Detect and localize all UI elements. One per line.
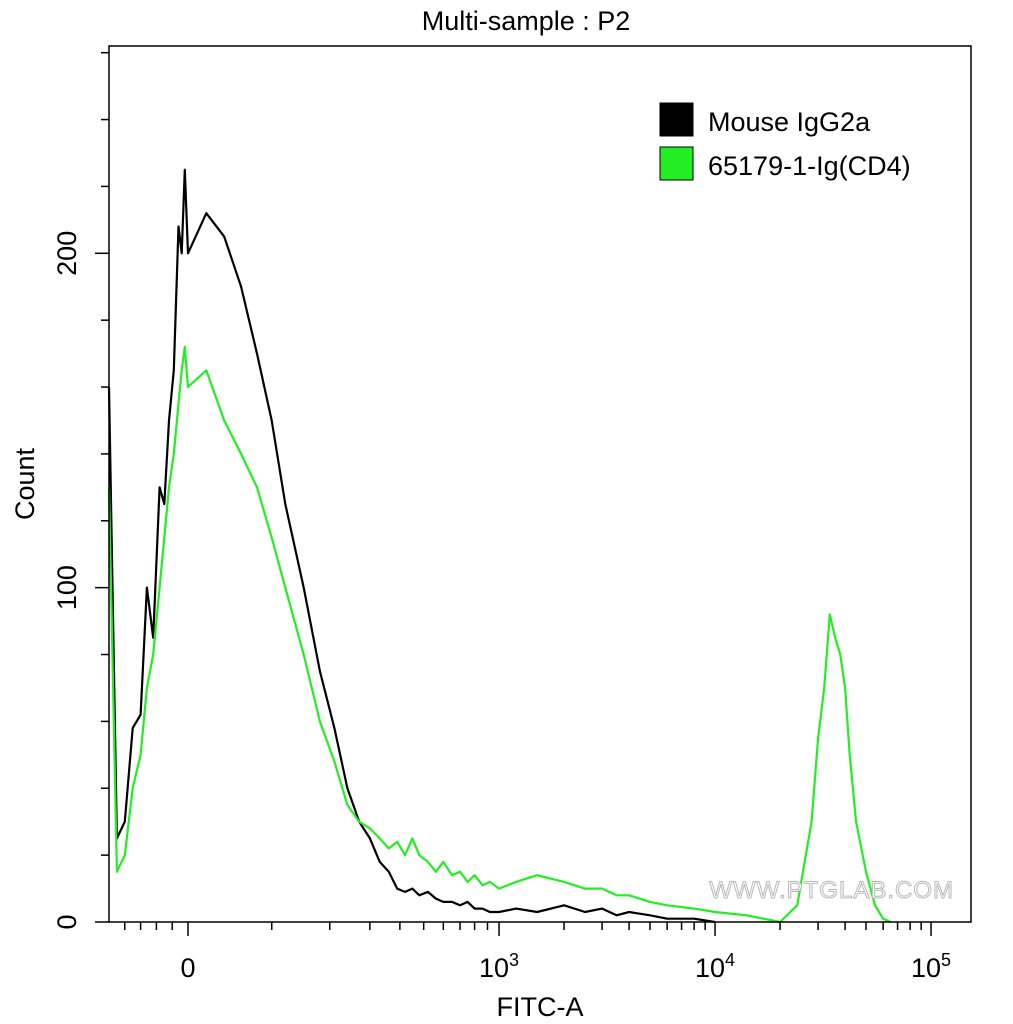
- plot-series: [107, 168, 892, 924]
- legend-label: Mouse IgG2a: [708, 107, 871, 137]
- series-line-1: [107, 168, 716, 924]
- plot-frame: [108, 45, 972, 923]
- legend-swatch: [659, 102, 694, 137]
- y-axis: 0 100 200: [52, 51, 109, 930]
- series-line-2: [107, 345, 892, 924]
- x-tick-label: 0: [180, 953, 195, 983]
- x-tick-label: 105: [911, 950, 951, 983]
- y-tick-label: 200: [52, 231, 82, 276]
- legend-label: 65179-1-Ig(CD4): [708, 151, 911, 181]
- x-tick-label: 103: [479, 950, 519, 983]
- x-axis: 0103104105106: [124, 922, 951, 983]
- chart-title: Multi-sample : P2: [422, 6, 631, 36]
- watermark: WWW.PTGLAB.COM: [709, 877, 954, 904]
- y-tick-label: 0: [52, 914, 82, 929]
- legend-swatch: [659, 146, 694, 181]
- legend: Mouse IgG2a 65179-1-Ig(CD4): [659, 102, 911, 181]
- y-tick-label: 100: [52, 565, 82, 610]
- x-axis-label: FITC-A: [497, 992, 584, 1022]
- x-tick-label: 104: [695, 950, 735, 983]
- y-axis-label: Count: [10, 447, 40, 520]
